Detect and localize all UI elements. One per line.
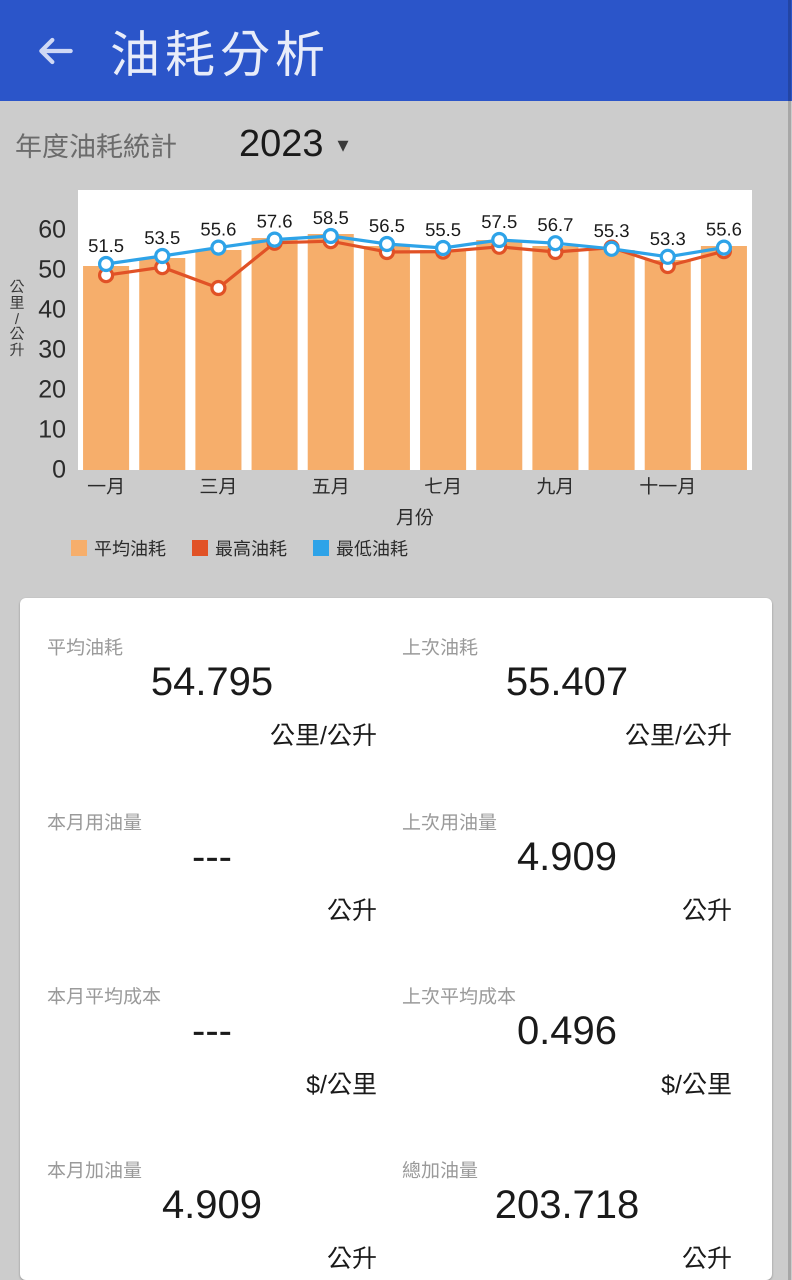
- svg-text:55.6: 55.6: [706, 219, 742, 240]
- svg-text:53.5: 53.5: [144, 227, 180, 248]
- svg-text:57.6: 57.6: [257, 211, 293, 232]
- svg-text:58.5: 58.5: [313, 207, 349, 228]
- svg-text:55.3: 55.3: [594, 220, 630, 241]
- svg-text:53.3: 53.3: [650, 228, 686, 249]
- svg-text:55.5: 55.5: [425, 219, 461, 240]
- svg-text:56.7: 56.7: [537, 214, 573, 235]
- svg-text:51.5: 51.5: [88, 235, 124, 256]
- svg-text:55.6: 55.6: [200, 219, 236, 240]
- svg-text:57.5: 57.5: [481, 211, 517, 232]
- svg-text:56.5: 56.5: [369, 215, 405, 236]
